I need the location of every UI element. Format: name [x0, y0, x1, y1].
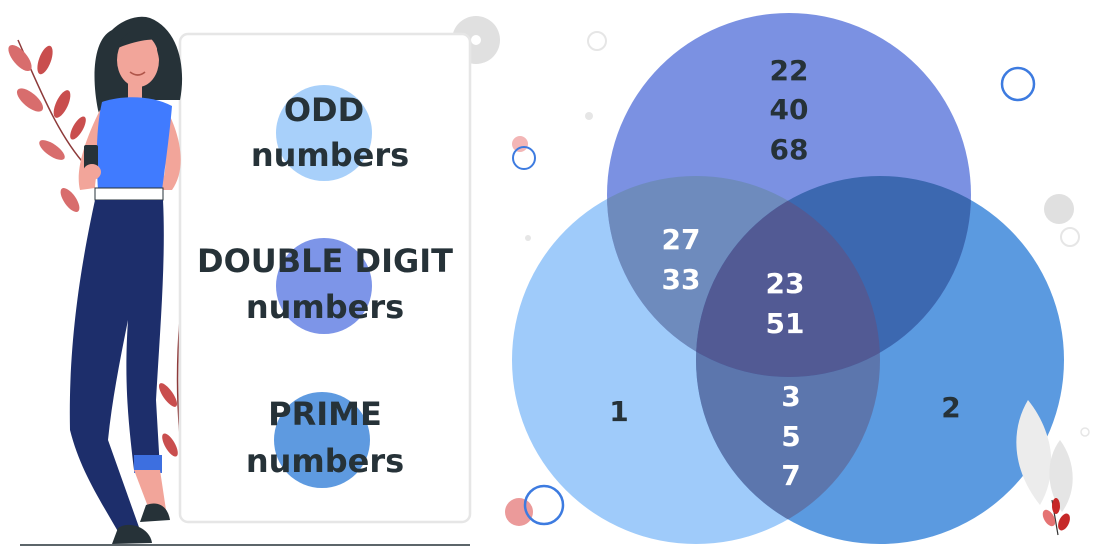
shoe: [112, 524, 152, 544]
leaf-shape: [1016, 400, 1052, 505]
double-digit-legend-subtitle: numbers: [246, 288, 404, 326]
smile: [129, 71, 146, 76]
blue-ring-icon: [1000, 66, 1036, 102]
hair-side: [157, 36, 174, 100]
red-leaf: [39, 140, 65, 160]
odd-legend-swatch: [276, 85, 372, 181]
top-only-value-2: 40: [770, 93, 809, 126]
red-leaf: [8, 44, 32, 72]
top-only-value-3: 68: [770, 133, 809, 166]
center-value-2: 51: [766, 307, 805, 340]
jeans: [69, 200, 164, 535]
ring-icon: [587, 31, 607, 51]
odd-double-value-2: 33: [662, 263, 701, 296]
red-leaf: [158, 383, 178, 407]
odd-prime-value-1: 3: [781, 380, 800, 413]
blue-ring-icon: [523, 484, 565, 526]
odd-legend-subtitle: numbers: [251, 136, 409, 174]
face: [117, 33, 159, 87]
top-only-value-1: 22: [770, 54, 809, 87]
red-leaf: [162, 433, 178, 457]
woman-illustration: [69, 16, 183, 544]
hand: [83, 164, 101, 180]
odd-only-value: 1: [609, 395, 628, 428]
red-leaf: [16, 88, 44, 112]
ring-icon: [1080, 427, 1090, 437]
prime-only-value: 2: [941, 391, 960, 424]
blue-top: [96, 97, 172, 190]
red-leaf: [1058, 513, 1070, 531]
dot-icon: [585, 112, 593, 120]
prime-legend-swatch: [274, 392, 370, 488]
dot-icon: [525, 235, 531, 241]
prime-legend-subtitle: numbers: [246, 442, 404, 480]
odd-prime-value-2: 5: [781, 420, 800, 453]
belt: [94, 187, 164, 201]
ring-icon: [1060, 227, 1080, 247]
odd-legend-title: ODD: [284, 91, 364, 129]
red-leaf: [37, 45, 53, 75]
shoe: [140, 503, 170, 522]
red-leaf: [53, 90, 71, 118]
leaf-plant-icon: [1016, 400, 1073, 536]
hair-fringe: [118, 29, 160, 48]
pink-dot-icon: [512, 136, 528, 152]
leaf-shape: [1049, 440, 1073, 512]
cuff: [134, 455, 162, 473]
ankle: [134, 470, 166, 512]
red-leaf: [70, 116, 86, 140]
center-value-1: 23: [766, 267, 805, 300]
venn-values: 22 40 68 27 33 23 51 3 5 7 1 2: [609, 54, 960, 492]
pink-dot-icon: [505, 498, 533, 526]
grey-disc-hole: [471, 35, 481, 45]
red-leaf: [1042, 509, 1056, 527]
red-leaf: [60, 188, 80, 212]
odd-double-value-1: 27: [662, 223, 701, 256]
red-leaf: [1052, 498, 1060, 514]
double-digit-legend-title: DOUBLE DIGIT: [197, 242, 453, 280]
legend: ODD numbers DOUBLE DIGIT numbers PRIME n…: [197, 85, 453, 488]
grey-dot-icon: [1044, 194, 1074, 224]
blue-ring-icon: [512, 146, 536, 170]
prime-legend-title: PRIME: [268, 395, 382, 433]
venn-circles: [512, 13, 1064, 544]
double-digit-legend-swatch: [276, 238, 372, 334]
odd-prime-value-3: 7: [781, 459, 800, 492]
